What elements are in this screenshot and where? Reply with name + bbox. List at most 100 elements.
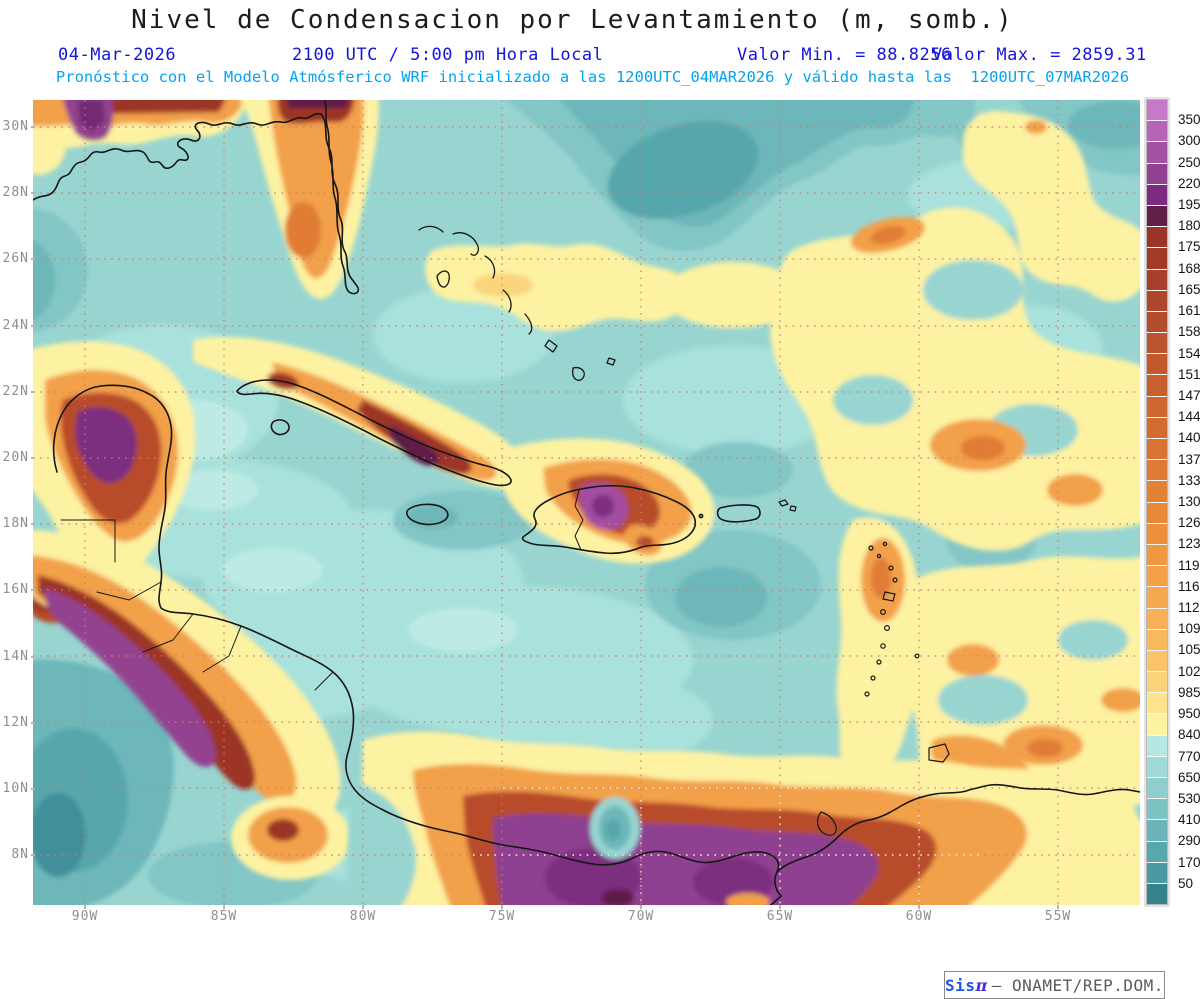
page-title: Nivel de Condensacion por Levantamiento … (131, 5, 1014, 35)
colorbar-tick-label: 1090 (1178, 621, 1200, 637)
lat-tick (31, 523, 35, 526)
colorbar-tick-label: 530 (1178, 790, 1200, 806)
colorbar-cell (1147, 861, 1167, 883)
lon-tick (362, 905, 364, 909)
colorbar-cell (1147, 671, 1167, 693)
colorbar-cell (1147, 586, 1167, 608)
pi-symbol: π (975, 975, 988, 995)
jamaica-coast (406, 503, 449, 526)
colorbar-cell (1147, 755, 1167, 777)
colorbar-tick-label: 650 (1178, 769, 1200, 785)
colorbar-tick-label: 1195 (1178, 557, 1200, 573)
sa-west-coast (770, 895, 782, 905)
lon-tick (1057, 905, 1059, 909)
colorbar-cell (1147, 374, 1167, 396)
colorbar-cell (1147, 734, 1167, 756)
country-borders (60, 519, 334, 691)
lat-label: 8N (11, 847, 29, 863)
colorbar-cell (1147, 162, 1167, 184)
lon-label: 55W (1044, 909, 1072, 924)
colorbar-cell (1147, 120, 1167, 142)
cuba-coast (236, 379, 512, 487)
lon-tick (223, 905, 225, 909)
colorbar-cell (1147, 268, 1167, 290)
colorbar-tick-label: 3500 (1178, 112, 1200, 128)
colorbar-tick-label: 985 (1178, 684, 1200, 700)
lon-label: 70W (627, 909, 655, 924)
colorbar-tick-label: 1580 (1178, 324, 1200, 340)
lat-tick (31, 854, 35, 857)
colorbar-tick-label: 1545 (1178, 345, 1200, 361)
lat-tick (31, 390, 35, 393)
colorbar-tick-label: 1160 (1178, 578, 1200, 594)
lon-label: 75W (488, 909, 516, 924)
lon-tick (501, 905, 503, 909)
lake-maracaibo (816, 811, 837, 836)
lon-label: 90W (71, 909, 99, 924)
lat-label: 22N (2, 383, 29, 399)
lon-tick (84, 905, 86, 909)
haiti-dr-border (574, 489, 584, 551)
coastlines (33, 100, 1140, 905)
lat-label: 14N (2, 648, 29, 664)
colorbar-cell (1147, 713, 1167, 735)
colorbar-cell (1147, 459, 1167, 481)
colorbar-cell (1147, 204, 1167, 227)
colorbar-cell (1147, 480, 1167, 502)
colorbar-tick-label: 1055 (1178, 642, 1200, 658)
colorbar-tick-label: 1370 (1178, 451, 1200, 467)
hispaniola-coast (521, 484, 697, 555)
brand-name: Sis (945, 975, 976, 995)
central-america-coast (52, 384, 782, 897)
lon-tick (779, 905, 781, 909)
mona-island (698, 513, 704, 519)
colorbar-cell (1147, 840, 1167, 862)
weather-map-art (33, 100, 1140, 905)
colorbar-tick-label: 1125 (1178, 600, 1200, 616)
puerto-rico-coast (716, 504, 761, 523)
forecast-subtitle: Pronóstico con el Modelo Atmósferico WRF… (55, 68, 1130, 86)
colorbar-tick-label: 1265 (1178, 515, 1200, 531)
colorbar-tick-label: 170 (1178, 854, 1200, 870)
colorbar-tick-label: 1020 (1178, 663, 1200, 679)
colorbar-tick-label: 2500 (1178, 154, 1200, 170)
colorbar-tick-label: 1800 (1178, 218, 1200, 234)
colorbar-tick-label: 1335 (1178, 472, 1200, 488)
isle-of-youth (270, 419, 290, 436)
colorbar-cell (1147, 607, 1167, 629)
colorbar-tick-label: 3000 (1178, 133, 1200, 149)
run-date: 04-Mar-2026 (58, 45, 177, 65)
colorbar-cell (1147, 522, 1167, 544)
lat-tick (31, 192, 35, 195)
colorbar-tick-label: 1510 (1178, 366, 1200, 382)
lon-tick (918, 905, 920, 909)
colorbar-tick-label: 1475 (1178, 387, 1200, 403)
colorbar-cell (1147, 798, 1167, 820)
lon-label: 80W (349, 909, 377, 924)
lat-label: 30N (2, 119, 29, 134)
lat-label: 24N (2, 317, 29, 333)
colorbar-cell (1147, 501, 1167, 523)
grid-lines-over-purple (473, 787, 983, 905)
lat-tick (31, 258, 35, 261)
colorbar-cell (1147, 247, 1167, 269)
colorbar-cell (1147, 649, 1167, 672)
colorbar-cell (1147, 777, 1167, 799)
lat-label: 16N (2, 582, 29, 598)
colorbar-tick-label: 1405 (1178, 430, 1200, 446)
colorbar-cell (1147, 416, 1167, 438)
colorbar-cell (1147, 543, 1167, 566)
value-min: Valor Min. = 88.8256 (737, 45, 952, 65)
colorbar-tick-label: 50 (1178, 875, 1194, 891)
virgin-islands (778, 499, 797, 512)
colorbar-cell (1147, 183, 1167, 205)
south-america-north-coast (776, 783, 1140, 873)
land-warm-complexes (33, 100, 1030, 896)
lat-tick (31, 324, 35, 327)
value-max: Valor Max. = 2859.31 (932, 45, 1147, 65)
colorbar-cell (1147, 819, 1167, 841)
ocean-dark-patches (33, 100, 1140, 905)
lesser-antilles-islands (864, 541, 920, 697)
colorbar-tick-label: 410 (1178, 812, 1200, 828)
bahamas-islands (418, 225, 616, 381)
